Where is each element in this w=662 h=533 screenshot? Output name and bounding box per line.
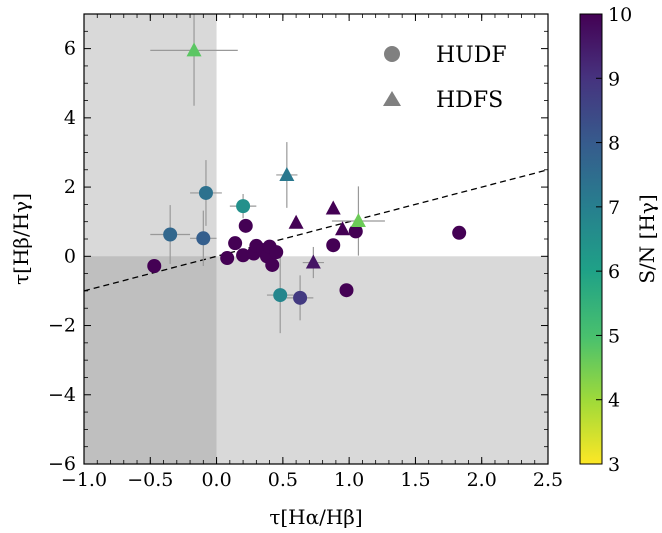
data-point-triangle	[305, 254, 321, 269]
data-point-triangle	[350, 213, 366, 227]
data-point-circle	[163, 227, 178, 242]
x-axis-label: τ[Hα/Hβ]	[269, 505, 362, 529]
y-tick-label: −2	[48, 315, 76, 337]
data-point-circle	[326, 238, 341, 253]
data-point-triangle	[325, 200, 341, 215]
shaded-region-negative-y	[216, 256, 549, 464]
legend-label-hudf: HUDF	[436, 43, 507, 68]
data-point-triangle	[335, 221, 351, 236]
y-tick-label: −4	[48, 384, 76, 406]
data-point-circle	[236, 199, 251, 214]
colorbar-gradient	[579, 13, 603, 465]
data-point-triangle	[288, 214, 304, 229]
data-point-circle	[452, 225, 467, 240]
data-point-circle	[293, 290, 308, 305]
data-point-circle	[236, 248, 251, 263]
x-tick-label: −0.5	[127, 469, 173, 491]
x-tick-label: 1.0	[334, 469, 364, 491]
y-tick-label: 2	[64, 176, 76, 198]
legend: HUDF HDFS	[383, 43, 507, 113]
axis-ticks: −1.0 −0.5 0.0 0.5 1.0 1.5 2.0 2.5 −6 −4 −2 0 2 4 6	[48, 14, 563, 491]
colorbar-tick-label: 3	[608, 454, 620, 476]
data-point-circle	[273, 288, 288, 303]
legend-triangle-marker	[383, 91, 401, 106]
data-point-triangle	[279, 166, 295, 181]
colorbar: 3 4 5 6 7 8 9 10 S/N [Hγ]	[579, 4, 659, 476]
data-point-circle	[147, 259, 162, 273]
colorbar-tick-label: 7	[608, 197, 620, 219]
colorbar-label: S/N [Hγ]	[635, 194, 659, 283]
y-tick-label: 4	[64, 107, 76, 129]
data-point-circle	[220, 251, 235, 266]
data-point-circle	[196, 231, 211, 246]
data-point-circle	[348, 224, 363, 239]
colorbar-tick-label: 6	[608, 261, 620, 283]
x-tick-label: 0.5	[268, 469, 298, 491]
data-point-circle	[265, 257, 280, 272]
legend-label-hdfs: HDFS	[436, 88, 503, 113]
y-tick-label: −6	[48, 453, 76, 475]
shaded-region-both-negative	[84, 256, 217, 464]
x-tick-label: −1.0	[61, 469, 107, 491]
colorbar-tick-label: 9	[608, 68, 620, 90]
data-point-circle	[269, 245, 284, 260]
data-markers	[147, 42, 467, 305]
colorbar-tick-label: 10	[608, 4, 632, 26]
x-tick-label: 1.5	[400, 469, 430, 491]
y-axis-label: τ[Hβ/Hγ]	[9, 193, 33, 285]
data-point-circle	[198, 185, 213, 200]
data-point-circle	[238, 218, 253, 233]
colorbar-tick-label: 5	[608, 325, 620, 347]
x-tick-label: 2.0	[467, 469, 497, 491]
data-point-circle	[339, 283, 354, 298]
data-point-triangle	[186, 42, 202, 57]
legend-circle-marker	[384, 46, 400, 62]
data-point-circle	[228, 236, 243, 251]
x-tick-label: 2.5	[533, 469, 563, 491]
y-tick-label: 6	[64, 38, 76, 60]
y-tick-label: 0	[64, 245, 76, 267]
colorbar-ticks: 3 4 5 6 7 8 9 10	[596, 4, 632, 476]
plot-background	[84, 14, 549, 464]
x-tick-label: 0.0	[201, 469, 231, 491]
colorbar-tick-label: 4	[608, 390, 620, 412]
colorbar-tick-label: 8	[608, 133, 620, 155]
